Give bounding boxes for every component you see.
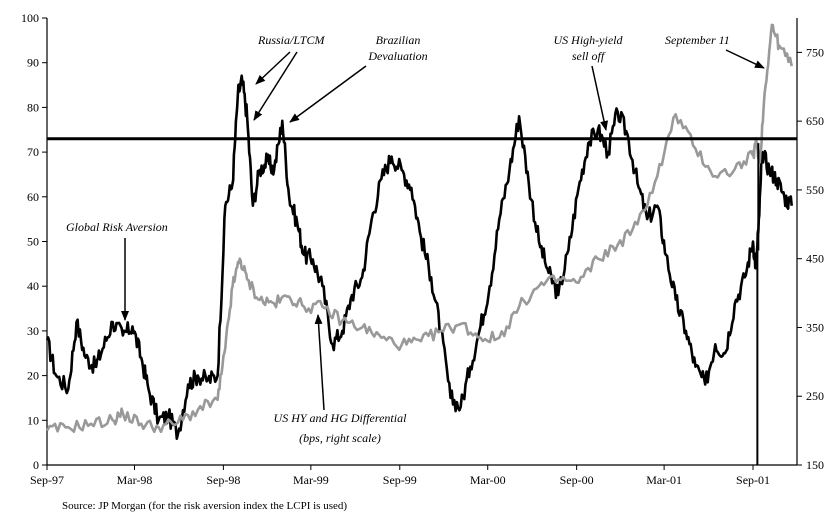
- annotation-us-hy-line2: sell off: [572, 49, 606, 63]
- source-note: Source: JP Morgan (for the risk aversion…: [62, 500, 347, 512]
- x-tick-label: Mar-98: [117, 473, 153, 487]
- x-tick-label: Mar-00: [470, 473, 506, 487]
- right-tick-label: 550: [806, 183, 824, 197]
- left-tick-label: 50: [27, 235, 39, 249]
- x-tick-label: Sep-00: [560, 473, 594, 487]
- arrow-russia-b: [253, 51, 298, 121]
- left-tick-label: 80: [27, 100, 39, 114]
- left-axis-ticks: 0 10 20 30 40 50 60 70 80 90 100: [21, 11, 47, 472]
- right-tick-label: 450: [806, 252, 824, 266]
- annotation-global-risk-aversion: Global Risk Aversion: [66, 220, 168, 234]
- arrow-brazil: [289, 65, 367, 123]
- annotation-us-hy-hg-line2: (bps, right scale): [299, 431, 381, 445]
- annotations: Russia/LTCM Brazilian Devaluation US Hig…: [66, 33, 765, 445]
- right-tick-label: 150: [806, 458, 824, 472]
- annotation-september-11: September 11: [665, 33, 730, 47]
- x-tick-label: Mar-01: [646, 473, 682, 487]
- left-tick-label: 20: [27, 369, 39, 383]
- left-tick-label: 90: [27, 56, 39, 70]
- arrow-russia-a: [255, 51, 291, 85]
- arrow-us-hy-hg: [314, 314, 325, 411]
- right-tick-label: 750: [806, 45, 824, 59]
- left-tick-label: 30: [27, 324, 39, 338]
- x-tick-label: Sep-01: [736, 473, 770, 487]
- arrow-us-hy: [591, 65, 608, 131]
- left-tick-label: 40: [27, 279, 39, 293]
- series-group: [45, 23, 793, 465]
- right-tick-label: 350: [806, 320, 824, 334]
- annotation-russia-ltcm: Russia/LTCM: [257, 33, 325, 47]
- x-tick-label: Mar-99: [293, 473, 329, 487]
- annotation-brazil-line1: Brazilian: [376, 33, 421, 47]
- x-tick-label: Sep-97: [30, 473, 64, 487]
- x-axis-ticks: Sep-97 Mar-98 Sep-98 Mar-99 Sep-99 Mar-00 Sep-…: [30, 465, 770, 487]
- left-tick-label: 0: [33, 458, 39, 472]
- left-tick-label: 10: [27, 413, 39, 427]
- left-tick-label: 100: [21, 11, 39, 25]
- x-tick-label: Sep-98: [206, 473, 240, 487]
- left-tick-label: 60: [27, 190, 39, 204]
- right-tick-label: 650: [806, 114, 824, 128]
- series-us-hy-hg-differential-line: [45, 23, 793, 434]
- right-axis-ticks: 150 250 350 450 550 650 750: [797, 45, 824, 472]
- arrow-september-11: [725, 49, 765, 69]
- right-tick-label: 250: [806, 389, 824, 403]
- x-tick-label: Sep-99: [383, 473, 417, 487]
- annotation-us-hy-line1: US High-yield: [554, 33, 624, 47]
- annotation-us-hy-hg-line1: US HY and HG Differential: [274, 411, 408, 425]
- series-global-risk-aversion-line: [45, 74, 793, 441]
- left-tick-label: 70: [27, 145, 39, 159]
- annotation-brazil-line2: Devaluation: [367, 49, 427, 63]
